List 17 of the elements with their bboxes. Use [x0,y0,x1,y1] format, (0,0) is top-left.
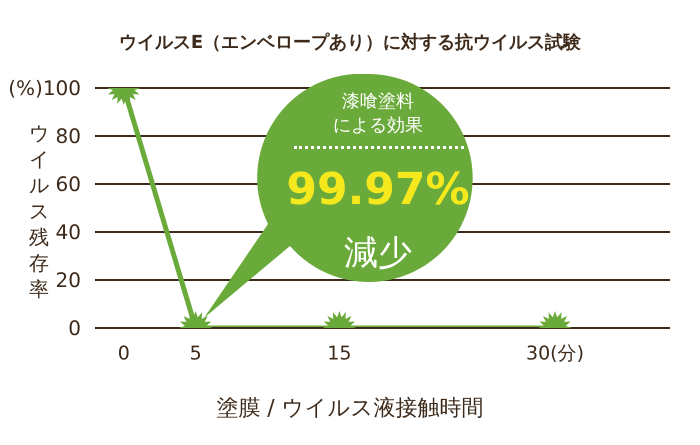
annotation: 減少 [343,232,413,275]
y-tick-label: 20 [56,268,81,292]
x-axis-title: 塗膜 / ウイルス液接触時間 [215,395,485,423]
chart-title: ウイルスE（エンベロープあり）に対する抗ウイルス試験 [118,31,582,54]
y-tick-label: 40 [56,220,81,244]
y-axis-title: ウイルス残存率 [28,120,50,302]
x-tick-label: 15 [327,342,352,364]
y-tick-label: 60 [56,172,81,196]
y-tick-label: 0 [68,316,81,340]
y-tick-label: (%)100 [8,76,81,100]
x-tick-label: 30(分) [526,342,584,364]
x-tick-label: 0 [118,342,130,364]
annotation: 99.97% [285,164,471,215]
y-tick-label: 80 [56,124,81,148]
annotation: 漆喰塗料 [341,90,415,114]
annotation: による効果 [332,114,424,138]
x-tick-label: 5 [190,342,202,364]
